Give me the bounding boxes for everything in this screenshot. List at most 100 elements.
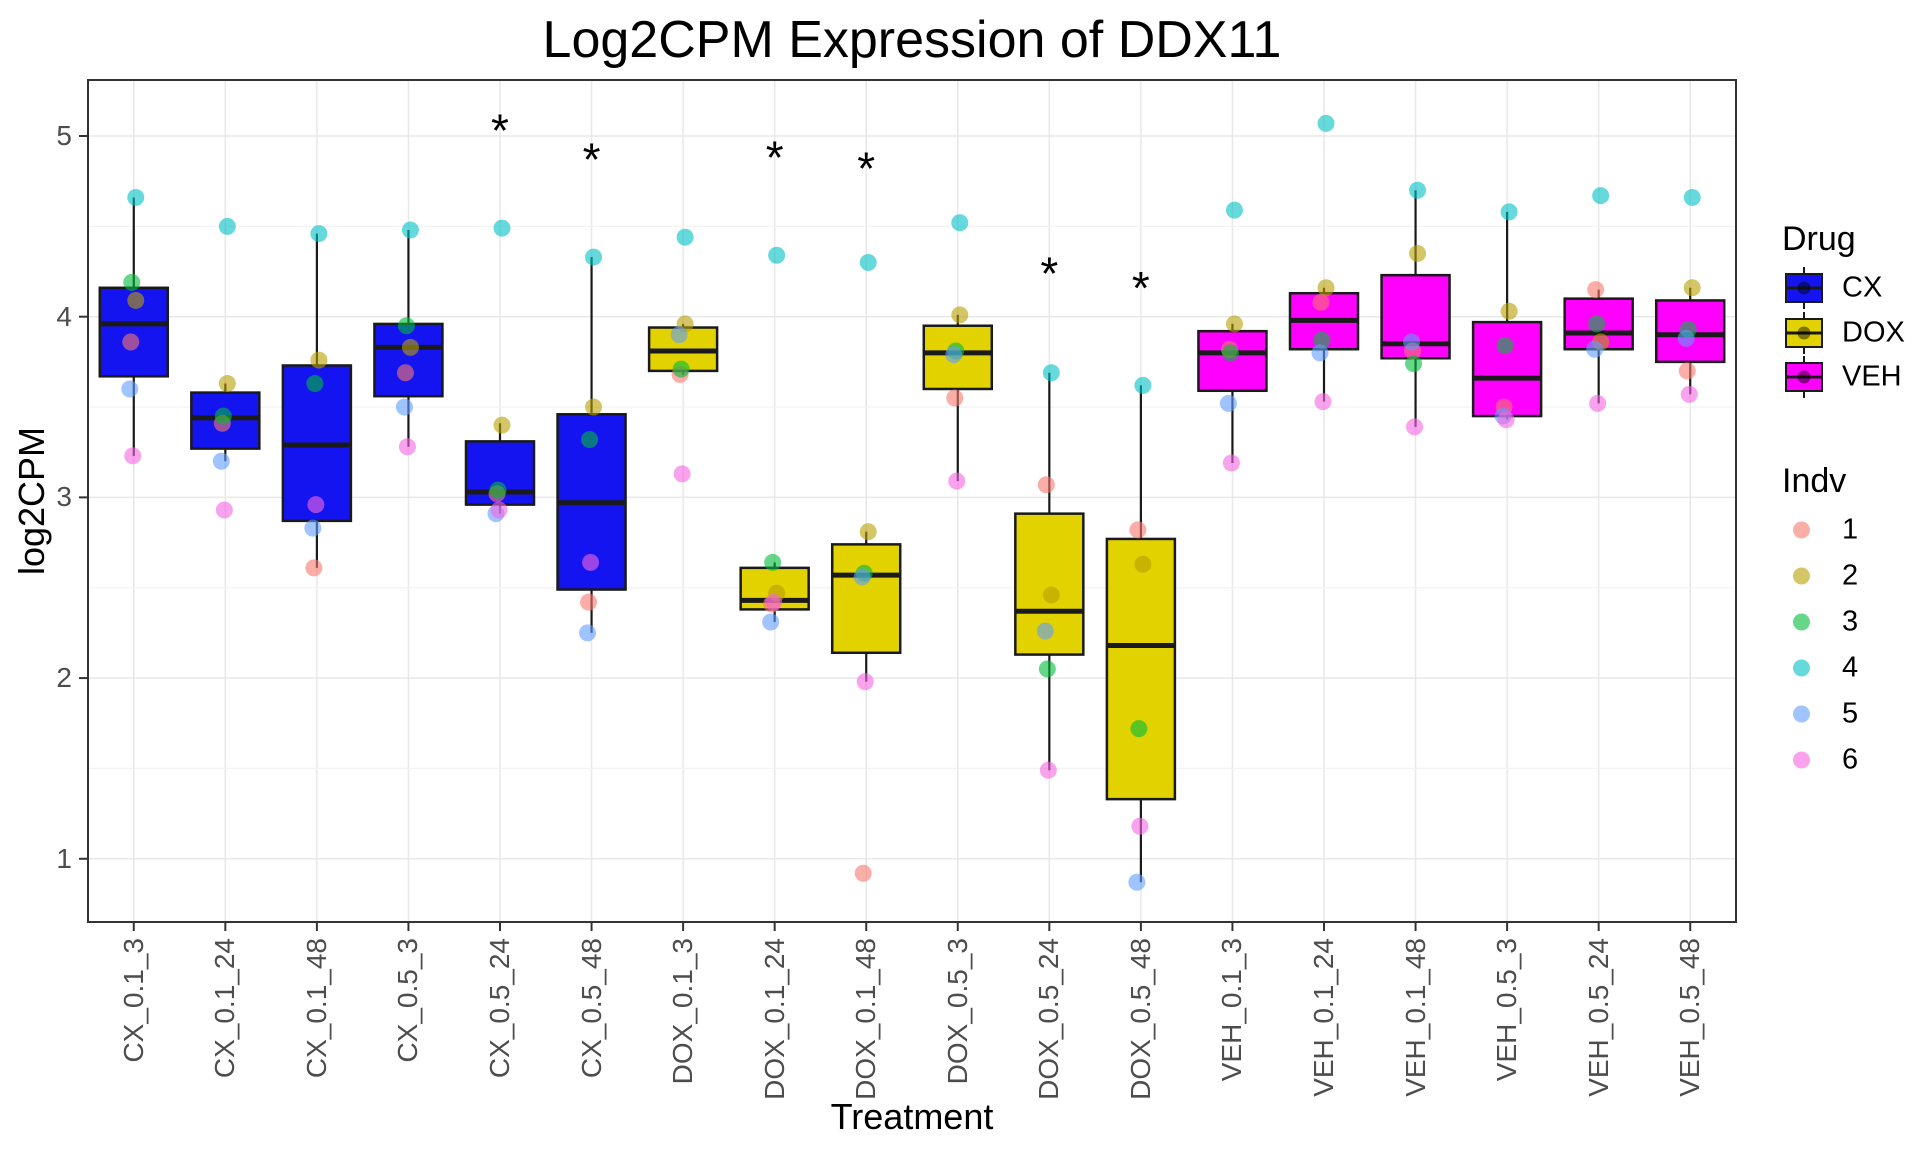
legend-indv-label-4: 4 (1842, 651, 1859, 684)
y-tick-label: 3 (56, 481, 72, 513)
point-DOX_0.1_48-indv5 (853, 568, 871, 586)
point-CX_0.5_3-indv1 (396, 364, 414, 382)
point-VEH_0.1_24-indv4 (1317, 114, 1335, 132)
point-DOX_0.5_3-indv6 (948, 472, 966, 490)
asterisk-DOX_0.5_48: * (1132, 262, 1150, 314)
point-CX_0.1_24-indv3 (214, 407, 232, 425)
point-DOX_0.1_48-indv6 (856, 673, 874, 691)
point-DOX_0.5_48-indv6 (1131, 817, 1149, 835)
point-CX_0.1_3-indv4 (127, 188, 145, 206)
point-VEH_0.5_48-indv2 (1683, 279, 1701, 297)
point-VEH_0.1_48-indv6 (1406, 418, 1424, 436)
legend-indv-dot-2 (1793, 567, 1810, 585)
point-CX_0.1_24-indv5 (212, 452, 230, 470)
point-CX_0.5_24-indv3 (489, 481, 507, 499)
point-CX_0.5_24-indv2 (493, 416, 511, 434)
point-VEH_0.1_3-indv2 (1225, 315, 1243, 333)
point-DOX_0.5_48-indv2 (1134, 555, 1152, 573)
point-CX_0.5_48-indv4 (585, 248, 603, 266)
point-DOX_0.1_24-indv6 (765, 593, 783, 611)
legend-indv-label-1: 1 (1842, 513, 1859, 546)
legend-drug-key-CX (1784, 265, 1824, 311)
point-CX_0.1_3-indv5 (121, 380, 139, 398)
point-CX_0.5_48-indv5 (579, 624, 597, 642)
legend-drug-key-DOX (1784, 310, 1824, 356)
point-CX_0.5_24-indv6 (490, 501, 508, 519)
asterisk-CX_0.5_48: * (583, 134, 601, 186)
point-VEH_0.1_3-indv4 (1225, 201, 1243, 219)
point-CX_0.1_48-indv1 (305, 559, 323, 577)
point-DOX_0.5_48-indv5 (1128, 873, 1146, 891)
x-axis-title: Treatment (830, 1096, 994, 1137)
point-VEH_0.1_48-indv3 (1405, 355, 1423, 373)
point-VEH_0.1_24-indv6 (1314, 393, 1332, 411)
point-DOX_0.1_3-indv3 (672, 360, 690, 378)
point-DOX_0.1_3-indv5 (670, 326, 688, 344)
box-DOX_0.5_48 (1105, 537, 1177, 801)
point-CX_0.5_3-indv3 (397, 317, 415, 335)
point-VEH_0.5_3-indv2 (1500, 302, 1518, 320)
point-CX_0.1_48-indv4 (310, 225, 328, 243)
point-VEH_0.5_24-indv4 (1592, 187, 1610, 205)
point-DOX_0.1_48-indv4 (859, 253, 877, 271)
point-VEH_0.1_48-indv5 (1403, 333, 1421, 351)
legend-indv-dot-6 (1793, 751, 1810, 769)
asterisk-CX_0.5_24: * (491, 105, 509, 157)
point-DOX_0.1_48-indv2 (859, 523, 877, 541)
point-DOX_0.1_24-indv4 (768, 246, 786, 264)
point-CX_0.1_24-indv6 (215, 501, 233, 519)
point-CX_0.1_48-indv3 (306, 375, 324, 393)
legend-indv-label-3: 3 (1842, 605, 1859, 638)
point-DOX_0.5_48-indv3 (1130, 720, 1148, 738)
point-VEH_0.5_48-indv4 (1683, 188, 1701, 206)
chart-title: Log2CPM Expression of DDX11 (542, 11, 1282, 69)
point-VEH_0.5_24-indv1 (1587, 281, 1605, 299)
point-VEH_0.1_3-indv6 (1222, 454, 1240, 472)
legend-drug-dot (1797, 326, 1811, 340)
point-DOX_0.5_3-indv2 (951, 306, 969, 324)
point-CX_0.5_3-indv2 (401, 338, 419, 356)
point-CX_0.1_3-indv6 (124, 447, 142, 465)
legend-drug-dot (1797, 370, 1811, 384)
point-VEH_0.5_24-indv6 (1589, 394, 1607, 412)
point-DOX_0.1_24-indv5 (762, 613, 780, 631)
point-DOX_0.5_24-indv5 (1036, 622, 1054, 640)
legend-indv-dot-5 (1793, 705, 1810, 723)
legend-indv-label-6: 6 (1842, 743, 1859, 776)
box-CX_0.5_3 (373, 322, 444, 398)
asterisk-DOX_0.5_24: * (1040, 247, 1058, 299)
legend-drug-key-VEH (1784, 354, 1824, 400)
asterisk-DOX_0.1_48: * (857, 143, 875, 195)
point-DOX_0.1_24-indv3 (764, 553, 782, 571)
legend-indv-dot-4 (1793, 659, 1810, 677)
point-VEH_0.5_3-indv4 (1500, 203, 1518, 221)
legend-drug-label-CX: CX (1842, 271, 1883, 304)
legend-indv-title: Indv (1782, 462, 1847, 500)
point-VEH_0.5_3-indv6 (1497, 411, 1515, 429)
legend: Drug CX DOX VEH Indv 1 2 3 (1760, 0, 1920, 1152)
panel-border (87, 79, 1737, 923)
point-VEH_0.5_48-indv1 (1678, 362, 1696, 380)
legend-indv-dot-3 (1793, 613, 1810, 631)
point-CX_0.1_3-indv1 (122, 333, 140, 351)
point-VEH_0.5_3-indv3 (1496, 337, 1514, 355)
point-CX_0.5_48-indv3 (581, 431, 599, 449)
point-DOX_0.5_24-indv4 (1042, 364, 1060, 382)
point-DOX_0.5_24-indv1 (1037, 476, 1055, 494)
y-tick-label: 4 (56, 300, 72, 332)
point-DOX_0.5_48-indv4 (1134, 376, 1152, 394)
point-VEH_0.5_24-indv5 (1586, 340, 1604, 358)
box-DOX_0.1_48 (830, 543, 902, 655)
point-DOX_0.5_48-indv1 (1129, 521, 1147, 539)
point-VEH_0.5_48-indv5 (1677, 329, 1695, 347)
box-DOX_0.5_3 (922, 324, 994, 391)
point-CX_0.1_48-indv5 (304, 519, 322, 537)
y-tick-label: 1 (56, 842, 72, 874)
point-CX_0.5_48-indv1 (580, 593, 598, 611)
point-DOX_0.1_3-indv6 (673, 465, 691, 483)
point-CX_0.5_48-indv2 (585, 398, 603, 416)
y-tick-label: 5 (56, 120, 72, 151)
legend-drug-title: Drug (1782, 220, 1856, 258)
point-VEH_0.1_24-indv5 (1311, 344, 1329, 362)
